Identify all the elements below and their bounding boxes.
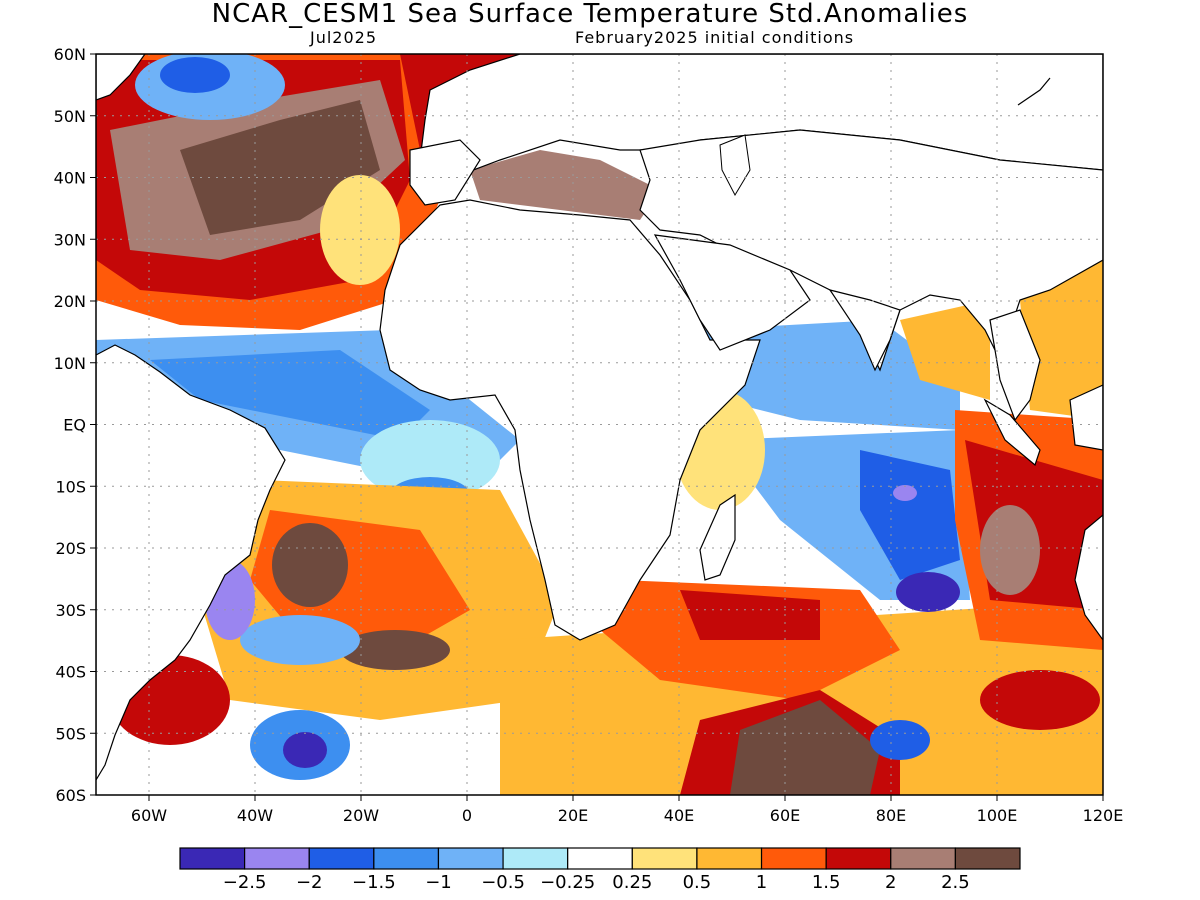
land-iberia — [409, 139, 481, 206]
longitude-axis: 60W 40W 20W 0 20E 40E 60E 80E 100E 120E — [131, 795, 1123, 825]
colorbar-swatch — [696, 847, 763, 870]
lon-tick-label: 40W — [237, 806, 273, 825]
lat-tick-label: 40N — [54, 169, 86, 188]
lat-tick-label: 20S — [55, 539, 86, 558]
anomaly-region-central-indian-core — [860, 450, 960, 580]
anomaly-region-sa-cold3 — [283, 732, 327, 768]
anomaly-region-sa-cold — [240, 615, 360, 665]
grid-lines — [96, 54, 1103, 795]
lat-tick-label: 40S — [55, 663, 86, 682]
lon-tick-label: 40E — [664, 806, 694, 825]
anomaly-region-so-warm-east — [980, 670, 1100, 730]
land-borneo — [1069, 384, 1103, 451]
colorbar-label: −2.5 — [223, 872, 267, 893]
initial-conditions: February2025 initial conditions — [575, 28, 855, 47]
land-layer — [96, 54, 1103, 782]
lon-tick-label: 20W — [343, 806, 379, 825]
colorbar-swatch — [954, 847, 1021, 870]
lat-tick-label: 20N — [54, 292, 86, 311]
colorbar-swatch — [567, 847, 633, 870]
colorbar-swatch — [308, 847, 375, 870]
lat-tick-label: 50S — [55, 724, 86, 743]
colorbar-swatch — [437, 847, 504, 870]
lon-tick-label: 100E — [977, 806, 1018, 825]
land-australia — [1074, 514, 1103, 642]
lat-tick-label: 10N — [54, 354, 86, 373]
colorbar-swatch — [825, 847, 892, 870]
colorbar-swatch — [631, 847, 698, 870]
anomaly-region-indian-min — [896, 572, 960, 612]
land-arabia — [653, 234, 811, 351]
land-caspian — [719, 134, 751, 197]
lon-tick-label: 60W — [131, 806, 167, 825]
land-africa — [379, 199, 761, 641]
anomaly-region-labrador-cold2 — [160, 57, 230, 93]
anomaly-region-so-cold — [870, 720, 930, 760]
anomaly-region-arabian — [700, 320, 960, 430]
colorbar-label: −0.5 — [481, 872, 525, 893]
forecast-month: Jul2025 — [310, 28, 378, 47]
anomaly-region-bay-of-bengal — [900, 300, 990, 400]
anomaly-region-gulf-guinea — [360, 420, 500, 500]
colorbar-label: 1 — [756, 872, 767, 893]
anomaly-region-canary — [320, 175, 400, 285]
lat-tick-label: 60S — [55, 786, 86, 805]
anomaly-region-indian-min2 — [893, 485, 917, 501]
lon-tick-label: 80E — [876, 806, 906, 825]
anomaly-region-agulhas-core — [680, 590, 820, 640]
land-sakhalin — [1017, 77, 1051, 106]
colorbar-label: 0.5 — [683, 872, 712, 893]
anomaly-region-sa-max2 — [340, 630, 450, 670]
colorbar-label: 1.5 — [812, 872, 841, 893]
land-asia — [639, 129, 1103, 372]
colorbar-swatch — [244, 847, 310, 870]
colorbar-swatch — [373, 847, 440, 870]
anomaly-region-trop-atlantic-core — [150, 350, 430, 440]
latitude-axis: 60N 50N 40N 30N 20N 10N EQ 10S 20S 30S 40S 50S 60S — [54, 45, 96, 805]
colorbar: −2.5 −2 −1.5 −1 −0.5 −0.25 0.25 0.5 1 1.5 2 2.5 — [179, 847, 1021, 893]
colorbar-swatch — [890, 847, 956, 870]
land-india — [828, 289, 901, 372]
lat-tick-label: 30N — [54, 230, 86, 249]
colorbar-swatch — [179, 847, 246, 870]
anomaly-region-so-max2 — [730, 700, 880, 795]
map-title: NCAR_CESM1 Sea Surface Temperature Std.A… — [211, 0, 969, 29]
colorbar-label: −1 — [425, 872, 452, 893]
colorbar-swatch — [502, 847, 569, 870]
lat-tick-label: 30S — [55, 601, 86, 620]
colorbar-label: 2 — [885, 872, 896, 893]
colorbar-label: 2.5 — [941, 872, 970, 893]
lat-tick-label: 60N — [54, 45, 86, 64]
lon-tick-label: 20E — [558, 806, 588, 825]
land-south-america — [96, 344, 286, 782]
colorbar-label: −2 — [296, 872, 323, 893]
colorbar-label: 0.25 — [612, 872, 652, 893]
anomaly-region-east-indian-max — [980, 505, 1040, 595]
lon-tick-label: 120E — [1083, 806, 1124, 825]
lat-tick-label: 50N — [54, 107, 86, 126]
lat-tick-label: EQ — [63, 416, 86, 435]
lon-tick-label: 0 — [462, 806, 472, 825]
anomaly-region-sa-max — [272, 523, 348, 607]
land-madagascar — [699, 493, 736, 581]
land-north-america — [96, 54, 146, 101]
anomaly-region-med — [470, 150, 660, 220]
colorbar-label: −0.25 — [540, 872, 595, 893]
lon-tick-label: 60E — [770, 806, 800, 825]
land-indochina — [989, 309, 1041, 422]
anomaly-region-south-china-sea — [1020, 260, 1103, 420]
land-sumatra — [983, 398, 1041, 467]
colorbar-swatch — [760, 847, 827, 870]
lat-tick-label: 10S — [55, 477, 86, 496]
colorbar-label: −1.5 — [352, 872, 396, 893]
